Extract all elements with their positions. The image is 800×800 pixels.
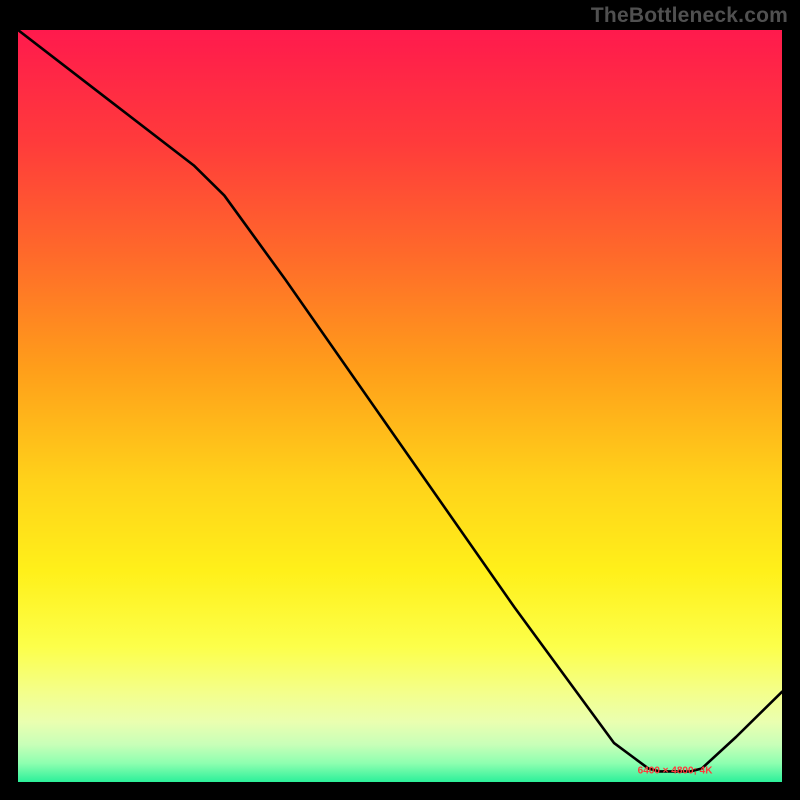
watermark-text: TheBottleneck.com [591,4,788,28]
bottleneck-curve [18,30,782,771]
chart-container: TheBottleneck.com 6400 × 4800; 4K [0,0,800,800]
curve-overlay [18,30,782,782]
plot-area: 6400 × 4800; 4K [18,30,782,782]
resolution-label: 6400 × 4800; 4K [638,766,713,777]
